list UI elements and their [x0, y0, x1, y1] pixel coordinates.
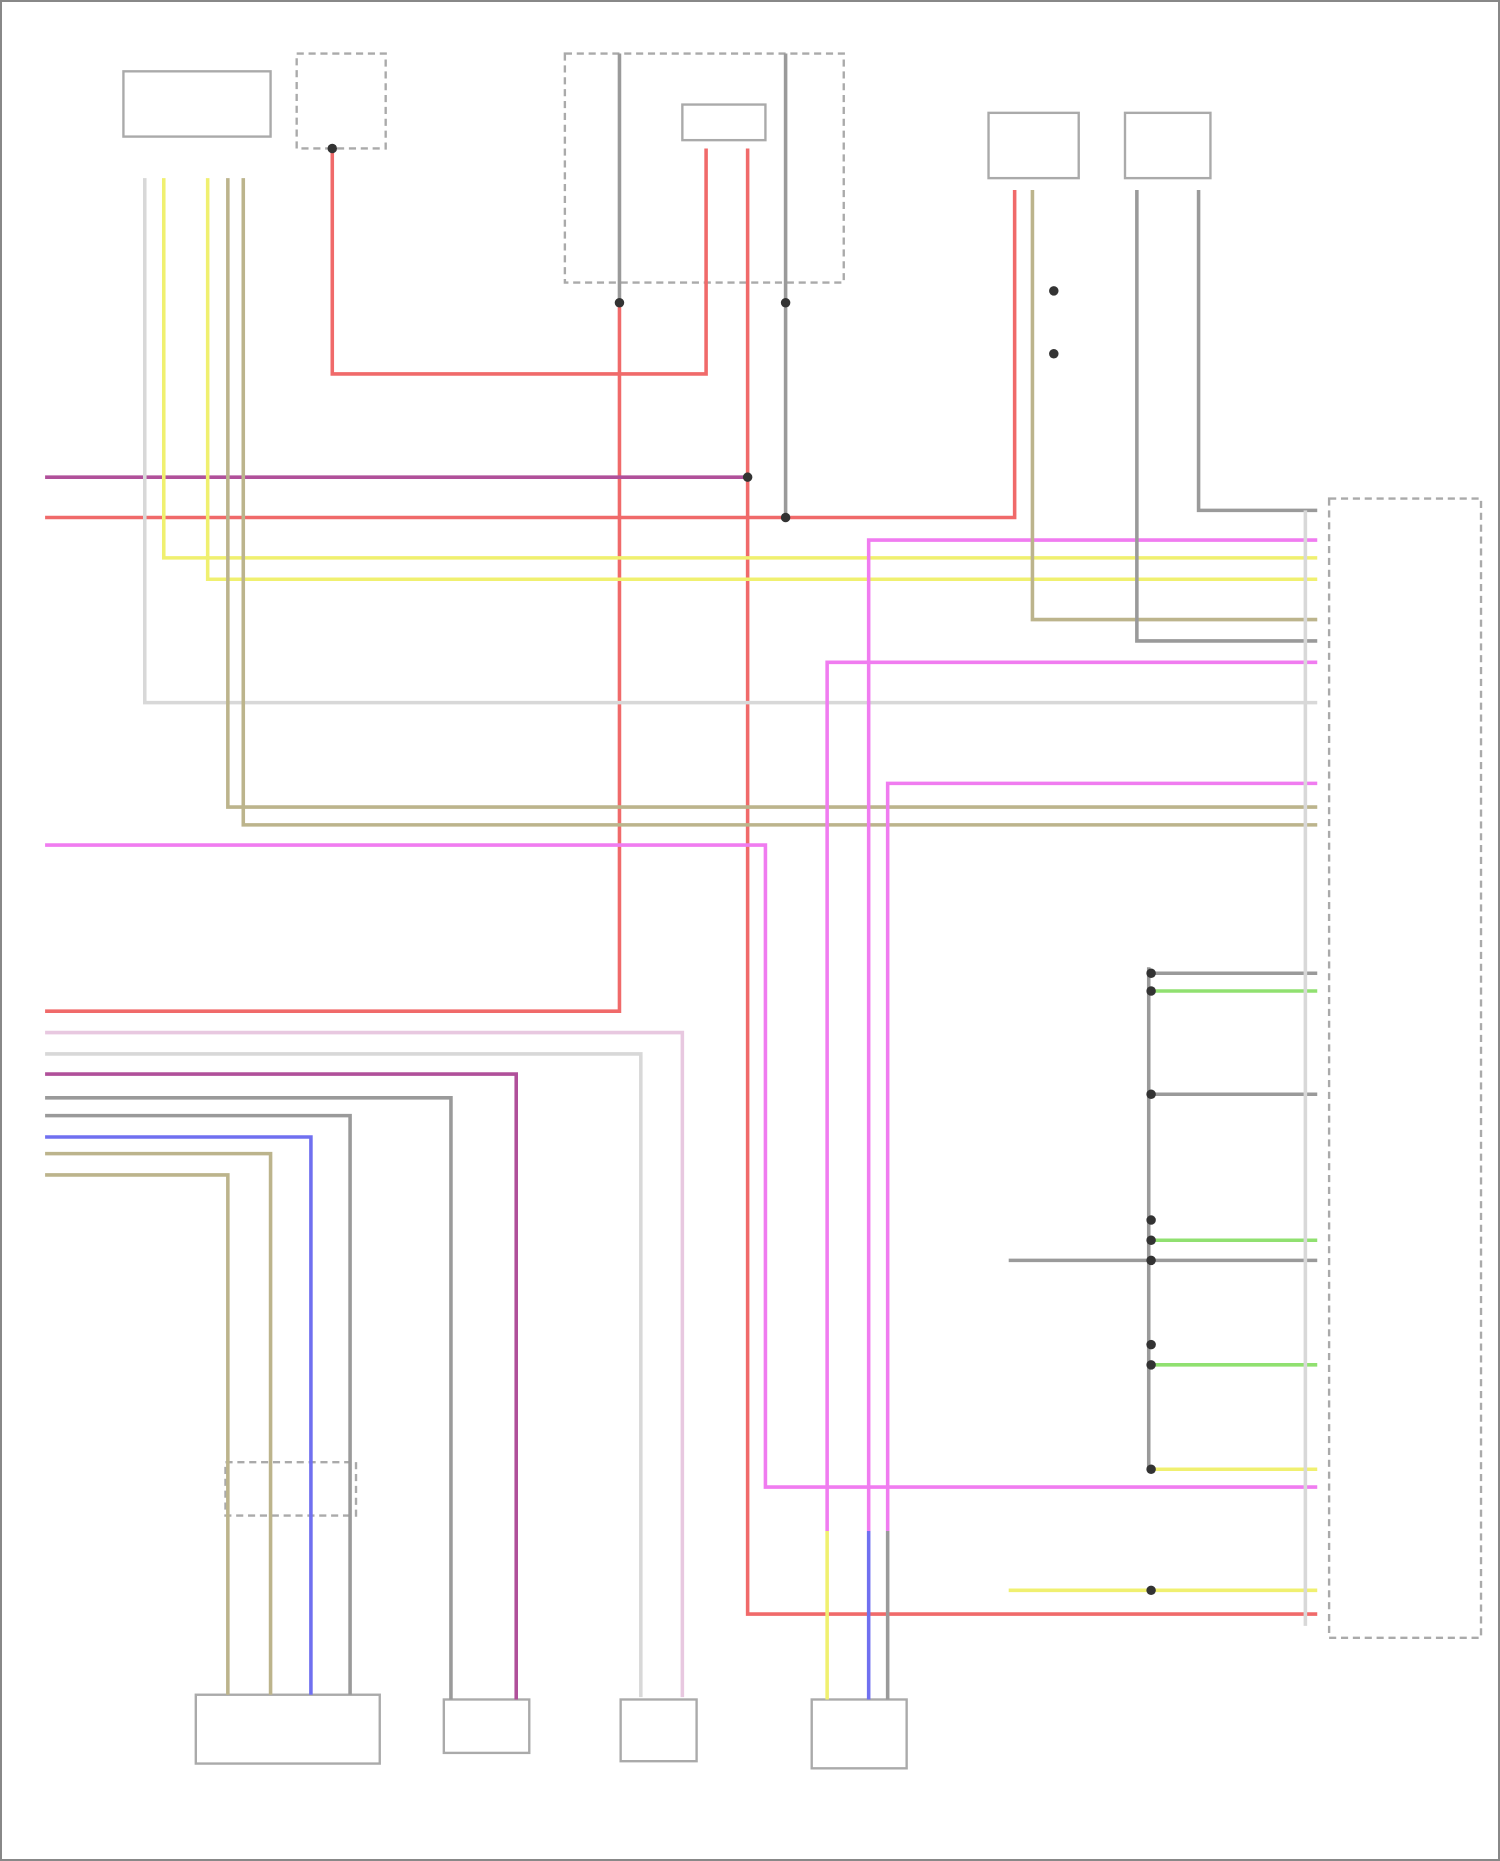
splice-dot [1049, 349, 1059, 359]
wire-light_pink [45, 1030, 685, 1698]
splice-dot [1146, 1585, 1156, 1596]
component-sensor-top-right [1123, 111, 1212, 180]
splice-dot [780, 297, 791, 308]
component-top-left-module [122, 70, 272, 138]
wire-light_gray [142, 178, 1318, 705]
splice-dot [1146, 1089, 1156, 1100]
component-switch-top-left [295, 52, 387, 150]
splice-dot [327, 143, 338, 154]
wire-gray [45, 1113, 352, 1695]
wire-light_gray [45, 1052, 643, 1698]
component-fuel-level-sensor [810, 1698, 908, 1770]
splice-dot [1146, 1360, 1156, 1370]
splice-dot [1049, 286, 1059, 296]
wire-gray [1196, 189, 1318, 513]
wire-tan [241, 178, 1318, 827]
splices-layer [327, 143, 1156, 1596]
wire-red [745, 148, 1318, 1616]
splice-dot [614, 297, 625, 308]
splice-dot [742, 472, 753, 482]
splice-dot [1146, 1215, 1156, 1225]
wire-tan [226, 178, 1318, 809]
component-pressure-sensor [619, 1698, 698, 1763]
wire-red [330, 148, 708, 376]
wire-tan [45, 1173, 230, 1695]
wire-gray [45, 1096, 453, 1700]
splice-dot [1146, 1464, 1156, 1475]
wire-magenta [825, 660, 1318, 1531]
wire-yellow [161, 178, 1318, 560]
component-main-connector [1327, 497, 1483, 1639]
splice-dot [1146, 986, 1156, 996]
wire-magenta [866, 538, 1318, 1531]
wire-tan [45, 1151, 273, 1695]
splice-dot [1146, 1339, 1156, 1350]
component-actuator-top-right [987, 111, 1080, 180]
splice-dot [780, 512, 791, 523]
component-fuel-pump-module [194, 1693, 381, 1765]
wire-blue [45, 1135, 313, 1695]
wire-gray [1135, 189, 1318, 643]
wire-tan [1030, 189, 1318, 622]
splice-dot [1146, 968, 1156, 978]
component-dashed-group-bottom [224, 1460, 358, 1517]
wire-yellow [205, 178, 1318, 582]
wires-layer [45, 53, 1318, 1700]
component-center-relay [681, 103, 767, 142]
wire-red [45, 189, 1017, 520]
component-sender-module [442, 1698, 531, 1755]
wire-red [45, 302, 622, 1013]
wire-magenta [885, 781, 1318, 1531]
wire-magenta [45, 843, 1318, 1489]
components-layer [122, 52, 1483, 1770]
splice-dot [1146, 1255, 1156, 1266]
wire-purple [45, 1072, 518, 1700]
splice-dot [1146, 1235, 1156, 1245]
